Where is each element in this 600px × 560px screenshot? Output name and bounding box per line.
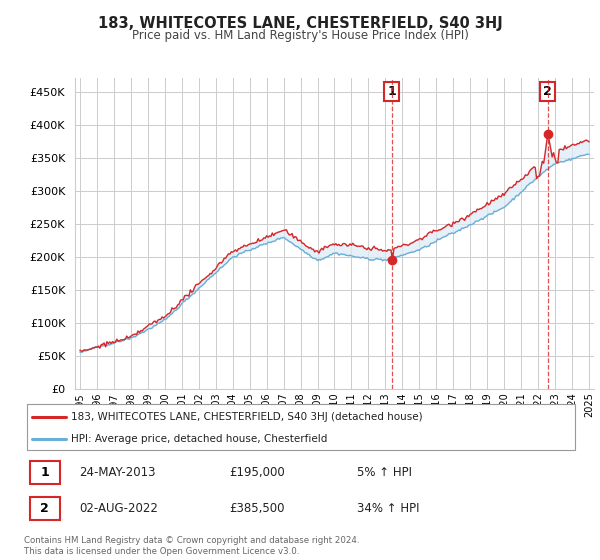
Text: 02-AUG-2022: 02-AUG-2022 <box>79 502 158 515</box>
Text: HPI: Average price, detached house, Chesterfield: HPI: Average price, detached house, Ches… <box>71 434 328 444</box>
Text: 2: 2 <box>544 85 552 98</box>
FancyBboxPatch shape <box>29 497 60 520</box>
Text: 183, WHITECOTES LANE, CHESTERFIELD, S40 3HJ (detached house): 183, WHITECOTES LANE, CHESTERFIELD, S40 … <box>71 412 423 422</box>
Text: £195,000: £195,000 <box>229 466 285 479</box>
Text: Contains HM Land Registry data © Crown copyright and database right 2024.
This d: Contains HM Land Registry data © Crown c… <box>24 536 359 556</box>
FancyBboxPatch shape <box>29 461 60 484</box>
Text: 24-MAY-2013: 24-MAY-2013 <box>79 466 156 479</box>
Text: £385,500: £385,500 <box>229 502 285 515</box>
Text: 183, WHITECOTES LANE, CHESTERFIELD, S40 3HJ: 183, WHITECOTES LANE, CHESTERFIELD, S40 … <box>98 16 502 31</box>
Text: 5% ↑ HPI: 5% ↑ HPI <box>357 466 412 479</box>
Text: 2: 2 <box>40 502 49 515</box>
Text: Price paid vs. HM Land Registry's House Price Index (HPI): Price paid vs. HM Land Registry's House … <box>131 29 469 42</box>
Text: 1: 1 <box>40 466 49 479</box>
Text: 34% ↑ HPI: 34% ↑ HPI <box>357 502 419 515</box>
Text: 1: 1 <box>388 85 396 98</box>
FancyBboxPatch shape <box>27 404 575 450</box>
